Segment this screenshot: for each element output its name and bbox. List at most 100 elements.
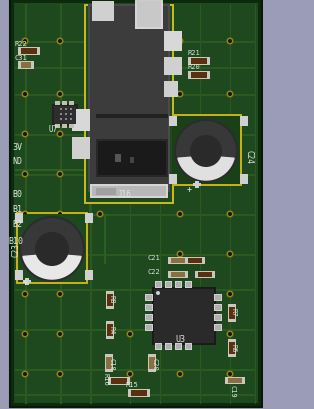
Bar: [85, 270, 93, 280]
Bar: [225, 378, 228, 383]
Bar: [145, 304, 153, 311]
Bar: [92, 2, 114, 22]
Circle shape: [21, 38, 29, 45]
Bar: [60, 109, 62, 111]
Bar: [60, 5, 62, 404]
Bar: [15, 214, 105, 216]
Circle shape: [58, 292, 62, 296]
Bar: [147, 390, 150, 396]
Circle shape: [57, 251, 63, 258]
Circle shape: [228, 93, 232, 97]
Bar: [15, 254, 255, 256]
Bar: [37, 49, 40, 55]
Circle shape: [178, 93, 182, 97]
Bar: [108, 377, 130, 385]
Circle shape: [127, 331, 133, 338]
Text: B10: B10: [8, 237, 23, 246]
Bar: [149, 369, 155, 372]
Circle shape: [21, 331, 29, 338]
Bar: [229, 354, 235, 357]
Bar: [186, 282, 191, 287]
Bar: [72, 138, 90, 160]
Circle shape: [226, 171, 234, 178]
Bar: [70, 114, 72, 116]
Bar: [228, 339, 236, 357]
Polygon shape: [23, 254, 81, 279]
Circle shape: [176, 38, 183, 45]
Bar: [215, 295, 221, 300]
Bar: [128, 389, 150, 397]
Bar: [212, 272, 215, 277]
Circle shape: [21, 371, 29, 378]
Circle shape: [228, 372, 232, 376]
Circle shape: [226, 131, 234, 138]
Bar: [258, 0, 262, 407]
Bar: [166, 344, 171, 349]
Bar: [229, 339, 235, 342]
Circle shape: [178, 213, 182, 216]
Circle shape: [178, 252, 182, 256]
Bar: [172, 117, 240, 184]
Bar: [31, 63, 34, 69]
Circle shape: [176, 122, 236, 182]
Bar: [214, 294, 222, 301]
Circle shape: [176, 251, 183, 258]
Bar: [160, 5, 161, 404]
Bar: [10, 0, 262, 407]
Text: R21: R21: [188, 50, 201, 56]
Bar: [229, 307, 235, 319]
Circle shape: [58, 133, 62, 137]
Bar: [127, 378, 130, 384]
Bar: [23, 280, 31, 283]
Bar: [21, 63, 31, 69]
Circle shape: [23, 332, 27, 336]
Circle shape: [23, 133, 27, 137]
Circle shape: [19, 216, 85, 282]
Circle shape: [21, 218, 83, 280]
Bar: [225, 377, 245, 384]
Circle shape: [57, 38, 63, 45]
Circle shape: [57, 331, 63, 338]
Circle shape: [226, 331, 234, 338]
Bar: [14, 4, 258, 403]
Bar: [106, 291, 114, 309]
Bar: [69, 102, 74, 106]
Text: R15: R15: [126, 381, 139, 387]
Bar: [214, 304, 222, 311]
Bar: [107, 294, 113, 306]
Bar: [10, 0, 14, 407]
Bar: [149, 354, 155, 357]
Bar: [15, 135, 255, 136]
Bar: [105, 354, 113, 372]
Bar: [15, 270, 23, 280]
Bar: [185, 258, 188, 263]
Bar: [165, 281, 172, 288]
Bar: [108, 378, 111, 384]
Text: R7: R7: [231, 307, 237, 316]
Text: 3V: 3V: [12, 143, 22, 152]
Circle shape: [58, 252, 62, 256]
Circle shape: [21, 251, 29, 258]
Bar: [171, 272, 185, 277]
Text: +: +: [23, 278, 28, 287]
Bar: [188, 73, 191, 79]
Circle shape: [35, 232, 69, 266]
Bar: [191, 73, 207, 79]
Polygon shape: [178, 157, 234, 180]
Bar: [171, 258, 185, 263]
Bar: [156, 282, 161, 287]
Circle shape: [128, 372, 132, 376]
Bar: [96, 115, 168, 119]
Bar: [156, 344, 161, 349]
Bar: [188, 58, 210, 66]
Bar: [152, 287, 216, 345]
Bar: [185, 257, 205, 264]
Circle shape: [190, 136, 222, 168]
Bar: [230, 5, 231, 404]
Bar: [128, 390, 131, 396]
Circle shape: [128, 332, 132, 336]
Text: ND: ND: [12, 157, 22, 166]
Circle shape: [226, 371, 234, 378]
Bar: [90, 7, 168, 191]
Text: R4: R4: [109, 325, 115, 334]
